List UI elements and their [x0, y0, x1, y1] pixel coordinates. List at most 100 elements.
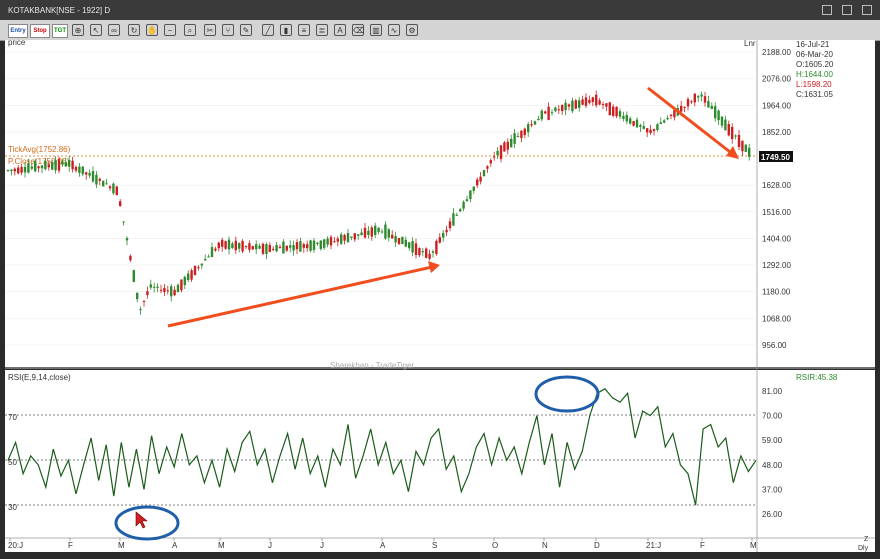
candle-body	[547, 106, 550, 120]
settings-icon[interactable]: ⚙	[406, 24, 418, 36]
text-icon[interactable]: A	[334, 24, 346, 36]
candle-body	[394, 236, 397, 243]
candle-body	[282, 241, 285, 254]
candle-body	[64, 162, 67, 167]
candle-body	[377, 227, 380, 233]
indicator-icon[interactable]: ∿	[388, 24, 400, 36]
candle-body	[380, 231, 384, 233]
candle-body	[635, 119, 639, 128]
cursor-icon[interactable]: ↖	[90, 24, 102, 36]
fork-icon[interactable]: ⑂	[222, 24, 234, 36]
price-tick-label: 2076.00	[762, 75, 791, 84]
price-tick-labels: 2188.00 2076.00 1964.00 1852.00 1628.00 1516.…	[762, 48, 791, 350]
candle-body	[357, 234, 360, 236]
candle-body	[57, 158, 61, 171]
candle-body	[404, 239, 407, 247]
candle-body	[149, 284, 152, 288]
candle-body	[231, 243, 234, 249]
scissors-icon[interactable]: ✂	[204, 24, 216, 36]
candle-body	[384, 224, 387, 239]
candle-body	[707, 101, 710, 108]
candle-body	[527, 124, 530, 133]
candle-body	[612, 106, 615, 116]
candle-body	[275, 244, 278, 252]
candle-body	[244, 246, 248, 248]
candle-body	[343, 234, 346, 241]
stop-button[interactable]: Stop	[30, 24, 50, 38]
candle-body	[663, 120, 666, 123]
bars-icon[interactable]: ▮	[280, 24, 292, 36]
candle-body	[520, 130, 523, 138]
candle-body	[540, 110, 543, 120]
pclose-label: P.Close(1750.05)	[8, 157, 70, 166]
candle-body	[326, 238, 329, 245]
price-tick-label: 2188.00	[762, 48, 791, 57]
candle-body	[537, 118, 540, 121]
candle-body	[550, 112, 554, 114]
chart-type-icon[interactable]: ▥	[370, 24, 382, 36]
channel-icon[interactable]: ≡	[298, 24, 310, 36]
pen-icon[interactable]: ✎	[240, 24, 252, 36]
candle-body	[408, 242, 411, 249]
chart-area[interactable]: 2188.00 2076.00 1964.00 1852.00 1628.00 1516.…	[0, 40, 880, 559]
draw-line-icon[interactable]: ╱	[262, 24, 274, 36]
price-tick-label: 1292.00	[762, 261, 791, 270]
candle-body	[748, 147, 751, 157]
corner-period-label[interactable]: Dly	[858, 545, 869, 552]
candle-body	[88, 172, 91, 176]
candle-body	[584, 97, 588, 106]
link-icon[interactable]: ∞	[108, 24, 120, 36]
downtrend-arrowhead	[726, 146, 739, 159]
candle-body	[469, 190, 472, 200]
corner-zoom-label[interactable]: Z	[864, 536, 869, 543]
erase-icon[interactable]: ⌫	[352, 24, 365, 36]
candle-body	[363, 227, 367, 238]
x-axis-label: D	[594, 541, 600, 550]
scale-mode-label[interactable]: Lnr	[744, 40, 756, 48]
candle-body	[421, 251, 424, 253]
candle-body	[438, 237, 441, 243]
tgt-button[interactable]: TGT	[52, 24, 68, 38]
candle-body	[265, 244, 268, 255]
candle-body	[360, 232, 363, 236]
zoom-icon[interactable]: ⌕	[184, 24, 196, 36]
candlestick-series	[6, 90, 751, 315]
candle-body	[367, 230, 370, 236]
candle-body	[693, 93, 696, 103]
candle-body	[462, 201, 465, 209]
price-tick-label: 956.00	[762, 341, 787, 350]
candle-body	[414, 243, 418, 256]
rsi-tick-label: 81.00	[762, 387, 783, 396]
candle-body	[323, 239, 326, 248]
candle-body	[85, 172, 88, 175]
hand-icon[interactable]: ✋	[146, 24, 158, 36]
x-axis-label: J	[320, 541, 324, 550]
candle-body	[13, 168, 16, 172]
maximize-icon[interactable]	[842, 5, 852, 15]
candle-body	[68, 159, 71, 167]
candle-body	[227, 239, 231, 250]
rsi-tick-label: 37.00	[762, 485, 783, 494]
entry-button[interactable]: Entry	[8, 24, 28, 38]
rsi-panel[interactable]	[5, 370, 757, 538]
price-panel[interactable]	[5, 40, 757, 367]
oversold-circle	[114, 505, 180, 541]
x-axis-label: F	[68, 541, 73, 550]
current-price-tag	[759, 151, 793, 162]
minimize-icon[interactable]	[822, 5, 832, 15]
close-icon[interactable]	[862, 5, 872, 15]
zoom-out-icon[interactable]: −	[164, 24, 176, 36]
candle-body	[476, 179, 479, 186]
price-axis	[757, 40, 875, 367]
price-tick-label: 1852.00	[762, 128, 791, 137]
candle-body	[516, 135, 520, 137]
candle-body	[102, 180, 105, 187]
candle-body	[61, 161, 64, 165]
candle-body	[697, 96, 700, 98]
candle-body	[533, 121, 537, 125]
candle-body	[646, 128, 649, 133]
fib-icon[interactable]: ≣	[316, 24, 328, 36]
crosshair-icon[interactable]: ⊕	[72, 24, 84, 36]
refresh-icon[interactable]: ↻	[128, 24, 140, 36]
candle-body	[397, 237, 401, 245]
